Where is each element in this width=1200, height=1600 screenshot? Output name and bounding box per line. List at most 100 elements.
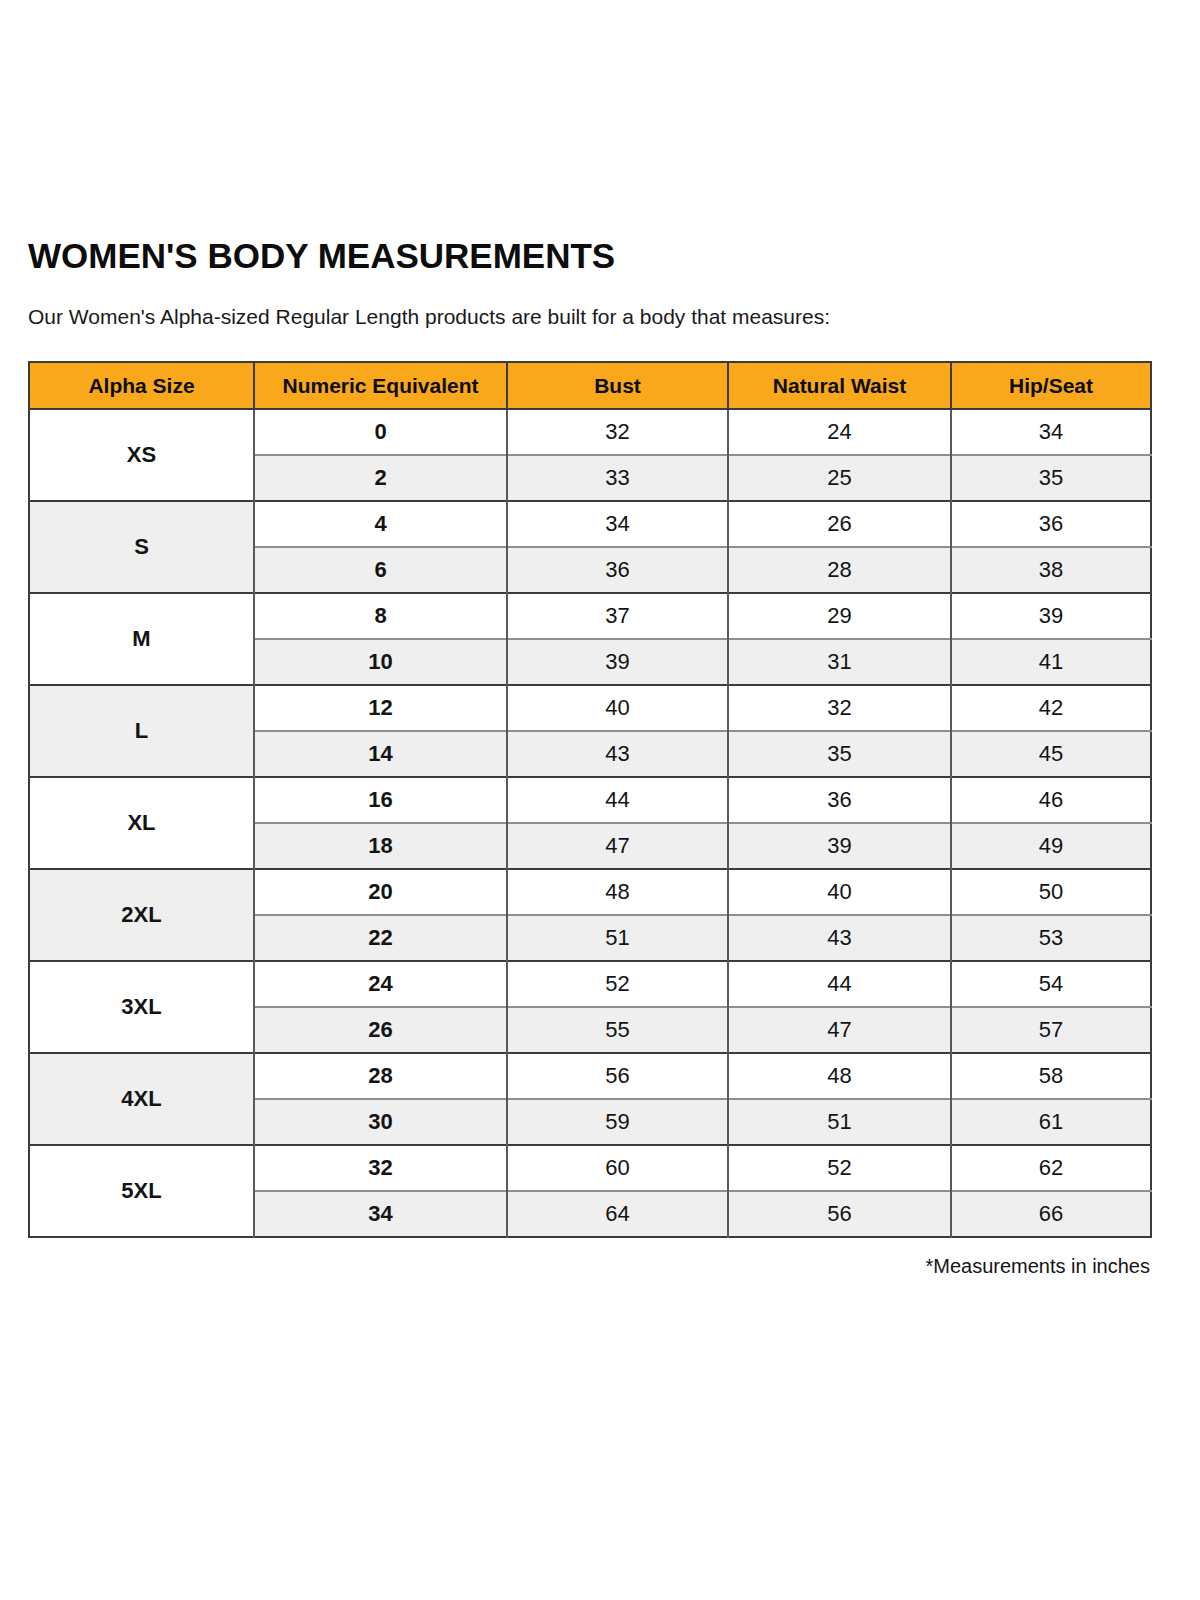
size-table: Alpha Size Numeric Equivalent Bust Natur… [28, 361, 1152, 1238]
table-row: 2XL20484050 [29, 869, 1151, 915]
page-title: WOMEN'S BODY MEASUREMENTS [28, 238, 1178, 273]
measurement-cell: 37 [507, 593, 728, 639]
page-subtitle: Our Women's Alpha-sized Regular Length p… [28, 304, 1178, 330]
table-row: M8372939 [29, 593, 1151, 639]
header-cell-natural-waist: Natural Waist [728, 362, 951, 409]
numeric-equivalent-cell: 16 [254, 777, 507, 823]
measurement-cell: 39 [951, 593, 1151, 639]
numeric-equivalent-cell: 28 [254, 1053, 507, 1099]
measurement-cell: 36 [507, 547, 728, 593]
measurement-cell: 48 [507, 869, 728, 915]
numeric-equivalent-cell: 4 [254, 501, 507, 547]
table-header-row: Alpha Size Numeric Equivalent Bust Natur… [29, 362, 1151, 409]
numeric-equivalent-cell: 32 [254, 1145, 507, 1191]
measurement-cell: 56 [507, 1053, 728, 1099]
measurement-cell: 39 [507, 639, 728, 685]
header-cell-bust: Bust [507, 362, 728, 409]
numeric-equivalent-cell: 18 [254, 823, 507, 869]
measurement-cell: 34 [507, 501, 728, 547]
numeric-equivalent-cell: 6 [254, 547, 507, 593]
alpha-size-cell: M [29, 593, 254, 685]
measurement-cell: 51 [507, 915, 728, 961]
measurement-cell: 45 [951, 731, 1151, 777]
measurement-cell: 50 [951, 869, 1151, 915]
measurement-cell: 59 [507, 1099, 728, 1145]
measurement-cell: 32 [728, 685, 951, 731]
measurement-cell: 44 [728, 961, 951, 1007]
measurement-cell: 41 [951, 639, 1151, 685]
measurement-cell: 62 [951, 1145, 1151, 1191]
alpha-size-cell: S [29, 501, 254, 593]
numeric-equivalent-cell: 26 [254, 1007, 507, 1053]
measurement-cell: 42 [951, 685, 1151, 731]
measurements-footnote: *Measurements in inches [28, 1255, 1150, 1278]
size-table-body: XS03224342332535S43426366362838M83729391… [29, 409, 1151, 1237]
header-cell-hip-seat: Hip/Seat [951, 362, 1151, 409]
measurement-cell: 57 [951, 1007, 1151, 1053]
measurement-cell: 51 [728, 1099, 951, 1145]
measurement-cell: 31 [728, 639, 951, 685]
measurement-cell: 34 [951, 409, 1151, 455]
measurement-cell: 60 [507, 1145, 728, 1191]
alpha-size-cell: XL [29, 777, 254, 869]
numeric-equivalent-cell: 22 [254, 915, 507, 961]
table-row: XS0322434 [29, 409, 1151, 455]
header-cell-numeric-equivalent: Numeric Equivalent [254, 362, 507, 409]
alpha-size-cell: 5XL [29, 1145, 254, 1237]
measurement-cell: 28 [728, 547, 951, 593]
measurement-cell: 53 [951, 915, 1151, 961]
table-row: L12403242 [29, 685, 1151, 731]
table-row: 5XL32605262 [29, 1145, 1151, 1191]
numeric-equivalent-cell: 20 [254, 869, 507, 915]
measurement-cell: 40 [507, 685, 728, 731]
numeric-equivalent-cell: 8 [254, 593, 507, 639]
measurement-cell: 43 [507, 731, 728, 777]
measurement-cell: 26 [728, 501, 951, 547]
numeric-equivalent-cell: 2 [254, 455, 507, 501]
numeric-equivalent-cell: 12 [254, 685, 507, 731]
table-row: S4342636 [29, 501, 1151, 547]
measurement-cell: 55 [507, 1007, 728, 1053]
measurement-cell: 47 [728, 1007, 951, 1053]
measurement-cell: 46 [951, 777, 1151, 823]
measurement-cell: 52 [507, 961, 728, 1007]
measurement-cell: 43 [728, 915, 951, 961]
measurement-cell: 48 [728, 1053, 951, 1099]
measurement-cell: 35 [951, 455, 1151, 501]
numeric-equivalent-cell: 14 [254, 731, 507, 777]
measurement-cell: 52 [728, 1145, 951, 1191]
alpha-size-cell: 3XL [29, 961, 254, 1053]
alpha-size-cell: 4XL [29, 1053, 254, 1145]
measurement-cell: 25 [728, 455, 951, 501]
size-guide-section: WOMEN'S BODY MEASUREMENTS Our Women's Al… [0, 0, 1178, 1278]
measurement-cell: 39 [728, 823, 951, 869]
measurement-cell: 56 [728, 1191, 951, 1237]
measurement-cell: 32 [507, 409, 728, 455]
measurement-cell: 64 [507, 1191, 728, 1237]
alpha-size-cell: 2XL [29, 869, 254, 961]
table-row: XL16443646 [29, 777, 1151, 823]
measurement-cell: 29 [728, 593, 951, 639]
table-row: 3XL24524454 [29, 961, 1151, 1007]
measurement-cell: 38 [951, 547, 1151, 593]
numeric-equivalent-cell: 34 [254, 1191, 507, 1237]
numeric-equivalent-cell: 30 [254, 1099, 507, 1145]
alpha-size-cell: L [29, 685, 254, 777]
numeric-equivalent-cell: 10 [254, 639, 507, 685]
measurement-cell: 47 [507, 823, 728, 869]
measurement-cell: 35 [728, 731, 951, 777]
numeric-equivalent-cell: 24 [254, 961, 507, 1007]
measurement-cell: 58 [951, 1053, 1151, 1099]
measurement-cell: 66 [951, 1191, 1151, 1237]
measurement-cell: 54 [951, 961, 1151, 1007]
header-cell-alpha-size: Alpha Size [29, 362, 254, 409]
measurement-cell: 61 [951, 1099, 1151, 1145]
measurement-cell: 49 [951, 823, 1151, 869]
measurement-cell: 40 [728, 869, 951, 915]
measurement-cell: 36 [728, 777, 951, 823]
table-row: 4XL28564858 [29, 1053, 1151, 1099]
measurement-cell: 44 [507, 777, 728, 823]
alpha-size-cell: XS [29, 409, 254, 501]
measurement-cell: 36 [951, 501, 1151, 547]
numeric-equivalent-cell: 0 [254, 409, 507, 455]
